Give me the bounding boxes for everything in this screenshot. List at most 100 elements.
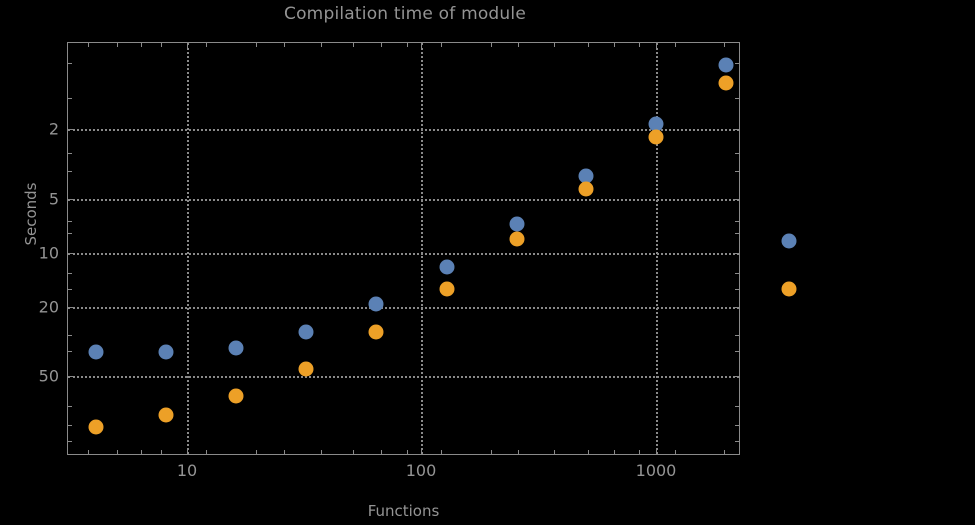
y-tick-minor-right (735, 98, 739, 99)
data-point-outside (781, 233, 797, 249)
y-tick-label: 50 (38, 366, 59, 386)
y-tick-major-right (733, 307, 739, 308)
y-tick-major (68, 129, 74, 130)
y-tick-label: 2 (48, 119, 59, 139)
x-tick-minor-top (256, 43, 257, 47)
x-gridline (421, 43, 423, 454)
x-tick-minor-top (353, 43, 354, 47)
x-tick-minor-top (675, 43, 676, 47)
y-tick-major-right (733, 376, 739, 377)
data-point-outside (781, 281, 797, 297)
x-tick-minor-top (141, 43, 142, 47)
x-tick-minor-top (554, 43, 555, 47)
x-tick-minor-top (491, 43, 492, 47)
y-tick-major (68, 253, 74, 254)
x-tick-minor (639, 450, 640, 454)
y-tick-major (68, 199, 74, 200)
data-point-orange (439, 281, 455, 297)
x-tick-minor (407, 450, 408, 454)
x-tick-minor (491, 450, 492, 454)
y-tick-minor (68, 98, 72, 99)
x-tick-minor (353, 450, 354, 454)
data-point-blue (648, 116, 664, 132)
data-point-orange (718, 75, 734, 91)
plot-area: 2 5 10 20 50 10 100 1000 (39, 43, 739, 480)
x-tick-minor (675, 450, 676, 454)
x-tick-minor (724, 450, 725, 454)
chart-title: Compilation time of module (284, 4, 526, 24)
x-tick-minor (141, 450, 142, 454)
y-tick-minor (68, 406, 72, 407)
x-tick-minor (321, 450, 322, 454)
x-tick-minor (518, 450, 519, 454)
x-tick-label: 100 (405, 461, 437, 480)
x-gridline (187, 43, 189, 454)
plot-frame: 2 5 10 20 50 10 100 1000 (39, 42, 740, 480)
y-tick-minor-right (735, 171, 739, 172)
x-tick-minor (117, 450, 118, 454)
y-tick-major-right (733, 129, 739, 130)
data-point-orange (158, 407, 174, 423)
x-tick-minor (614, 450, 615, 454)
x-tick-minor-top (88, 43, 89, 47)
x-tick-minor-top (381, 43, 382, 47)
data-point-blue (158, 344, 174, 360)
x-tick-label: 1000 (635, 461, 677, 480)
y-gridline (68, 129, 739, 131)
y-tick-minor-right (735, 221, 739, 222)
y-tick-minor (68, 63, 72, 64)
x-tick-minor (381, 450, 382, 454)
y-tick-label: 10 (38, 243, 59, 263)
x-tick-minor-top (441, 43, 442, 47)
y-tick-major-right (733, 199, 739, 200)
y-tick-minor (68, 335, 72, 336)
y-tick-minor-right (735, 153, 739, 154)
x-tick-major-top (656, 43, 657, 49)
x-axis-title: Functions (367, 502, 440, 520)
y-gridline (68, 307, 739, 309)
y-tick-major (68, 376, 74, 377)
x-tick-major (421, 448, 422, 454)
y-tick-minor (68, 441, 72, 442)
data-point-blue (718, 57, 734, 73)
x-tick-minor-top (724, 43, 725, 47)
x-tick-minor (206, 450, 207, 454)
y-tick-minor-right (735, 273, 739, 274)
x-tick-major (656, 448, 657, 454)
y-tick-minor-right (735, 233, 739, 234)
x-tick-minor (88, 450, 89, 454)
x-tick-minor (256, 450, 257, 454)
y-tick-minor-right (735, 406, 739, 407)
y-tick-minor-right (735, 425, 739, 426)
x-tick-minor-top (639, 43, 640, 47)
y-tick-minor (68, 153, 72, 154)
data-point-orange (88, 419, 104, 435)
x-tick-minor (554, 450, 555, 454)
x-tick-major (187, 448, 188, 454)
data-point-blue (439, 259, 455, 275)
data-point-blue (578, 168, 594, 184)
x-tick-minor (588, 450, 589, 454)
x-tick-minor-top (614, 43, 615, 47)
data-point-blue (88, 344, 104, 360)
x-tick-minor-top (407, 43, 408, 47)
x-tick-minor-top (117, 43, 118, 47)
y-tick-minor (68, 425, 72, 426)
y-gridline (68, 253, 739, 255)
x-tick-minor-top (321, 43, 322, 47)
data-point-orange (298, 361, 314, 377)
y-tick-minor-right (735, 335, 739, 336)
y-tick-minor (68, 351, 72, 352)
x-tick-major-top (421, 43, 422, 49)
y-tick-minor-right (735, 441, 739, 442)
x-tick-minor-top (161, 43, 162, 47)
data-point-orange (228, 388, 244, 404)
x-tick-minor-top (518, 43, 519, 47)
x-tick-label: 10 (176, 461, 198, 480)
data-point-blue (368, 296, 384, 312)
x-tick-minor-top (284, 43, 285, 47)
y-axis-title: Seconds (22, 182, 40, 246)
y-tick-minor (68, 289, 72, 290)
data-point-blue (228, 340, 244, 356)
